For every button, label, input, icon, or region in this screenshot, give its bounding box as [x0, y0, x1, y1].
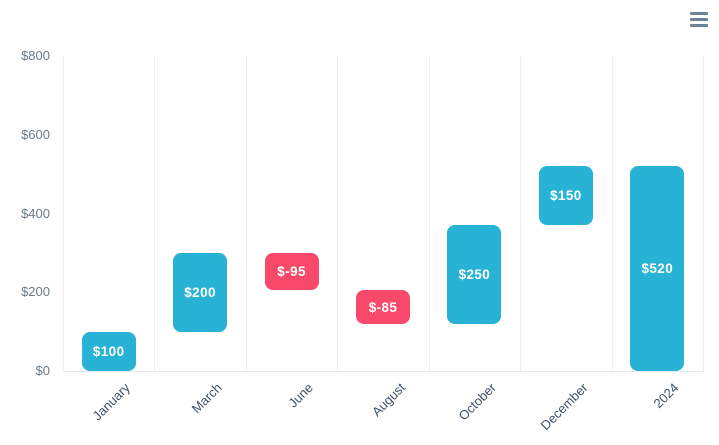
menu-icon	[690, 18, 708, 21]
x-axis-line	[63, 371, 704, 372]
gridline	[245, 56, 247, 371]
bar-december[interactable]: $150	[538, 166, 593, 226]
bar-march[interactable]: $200	[173, 252, 228, 332]
x-axis-label: March	[188, 380, 225, 417]
gridline	[337, 56, 339, 371]
menu-icon	[690, 24, 708, 27]
y-axis-label: $0	[35, 363, 50, 378]
y-axis-label: $400	[21, 205, 50, 221]
bar-value-label: $520	[641, 261, 674, 277]
x-axis-label: 2024	[650, 380, 682, 412]
chart-menu-button[interactable]	[689, 11, 709, 28]
gridline	[63, 56, 64, 371]
bar-august[interactable]: $-85	[356, 290, 410, 324]
menu-icon	[690, 12, 708, 15]
bar-value-label: $-85	[368, 299, 398, 315]
gridline	[520, 56, 522, 371]
bar-value-label: $150	[550, 188, 582, 204]
bar-value-label: $100	[92, 343, 125, 359]
gridline	[428, 56, 430, 371]
x-axis-label: December	[537, 380, 591, 434]
x-axis-label: June	[285, 380, 317, 411]
bar-value-label: $250	[458, 266, 491, 282]
y-axis-label: $800	[21, 48, 50, 63]
gridline	[703, 56, 704, 371]
y-axis-label: $600	[21, 126, 50, 142]
x-axis-label: October	[455, 380, 500, 424]
bar-value-label: $-95	[277, 264, 306, 280]
x-axis-label: August	[368, 380, 408, 420]
bar-2024[interactable]: $520	[630, 166, 685, 372]
gridline	[154, 56, 156, 371]
bar-value-label: $200	[184, 284, 216, 300]
bar-january[interactable]: $100	[81, 331, 136, 371]
y-axis-label: $200	[21, 284, 50, 300]
gridline	[611, 56, 613, 371]
x-axis-label: January	[89, 380, 134, 424]
bar-june[interactable]: $-95	[264, 252, 319, 291]
bar-october[interactable]: $250	[447, 225, 502, 324]
